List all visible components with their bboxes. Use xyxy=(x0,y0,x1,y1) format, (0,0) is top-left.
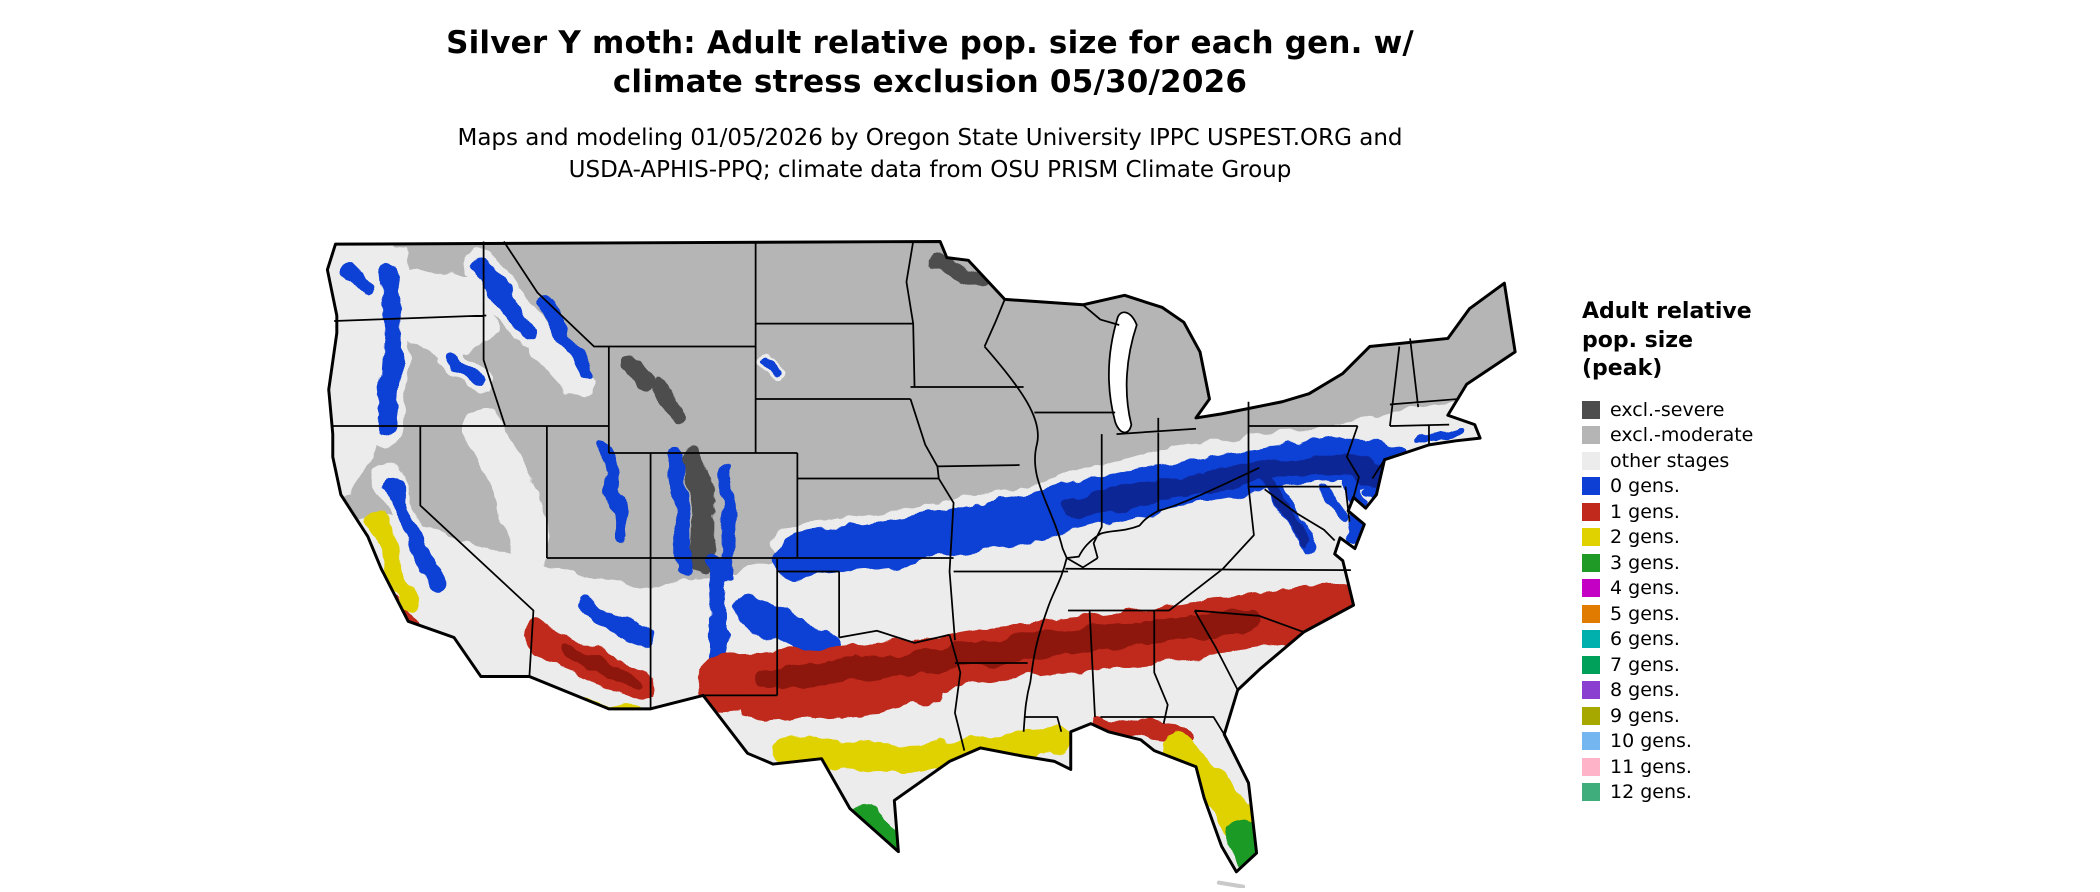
legend-swatch xyxy=(1582,426,1600,445)
legend-item: 4 gens. xyxy=(1582,575,1832,601)
florida-keys xyxy=(1216,880,1246,888)
legend-label: 5 gens. xyxy=(1610,602,1680,625)
legend-item: 9 gens. xyxy=(1582,703,1832,729)
legend-label: excl.-moderate xyxy=(1610,424,1754,447)
legend-item: 6 gens. xyxy=(1582,626,1832,652)
legend-item: excl.-severe xyxy=(1582,397,1832,423)
region-3-gens xyxy=(848,805,1268,872)
region-excl-severe xyxy=(620,252,992,576)
legend-label: 2 gens. xyxy=(1610,526,1680,549)
legend-item: 2 gens. xyxy=(1582,524,1832,550)
legend-swatch xyxy=(1582,528,1600,547)
legend-item: 12 gens. xyxy=(1582,779,1832,805)
legend-title: Adult relative pop. size (peak) xyxy=(1582,299,1752,382)
legend-item: 11 gens. xyxy=(1582,754,1832,780)
legend-label: 4 gens. xyxy=(1610,577,1680,600)
legend-label: 11 gens. xyxy=(1610,755,1692,778)
legend-item: excl.-moderate xyxy=(1582,422,1832,448)
legend-label: 8 gens. xyxy=(1610,679,1680,702)
legend-swatch xyxy=(1582,655,1600,674)
legend-item: 7 gens. xyxy=(1582,652,1832,678)
legend-label: 9 gens. xyxy=(1610,704,1680,727)
legend-label: excl.-severe xyxy=(1610,398,1725,421)
state-borders xyxy=(331,240,1458,751)
legend-label: 6 gens. xyxy=(1610,628,1680,651)
legend-swatch xyxy=(1582,630,1600,649)
us-map xyxy=(322,228,1534,888)
legend-swatch xyxy=(1582,579,1600,598)
legend-swatch xyxy=(1582,757,1600,776)
legend-item: 0 gens. xyxy=(1582,473,1832,499)
legend-swatch xyxy=(1582,732,1600,751)
legend-item: 5 gens. xyxy=(1582,601,1832,627)
map-subtitle: Maps and modeling 01/05/2026 by Oregon S… xyxy=(457,124,1403,183)
legend-label: 7 gens. xyxy=(1610,653,1680,676)
us-outline xyxy=(325,239,1517,874)
legend-swatch xyxy=(1582,400,1600,419)
legend-label: 0 gens. xyxy=(1610,475,1680,498)
legend-swatch xyxy=(1582,783,1600,802)
legend-label: 1 gens. xyxy=(1610,500,1680,523)
header: Silver Y moth: Adult relative pop. size … xyxy=(0,24,1860,186)
legend: Adult relative pop. size (peak) excl.-se… xyxy=(1582,298,1832,805)
map-title: Silver Y moth: Adult relative pop. size … xyxy=(446,25,1414,100)
legend-item: 10 gens. xyxy=(1582,728,1832,754)
legend-item: 3 gens. xyxy=(1582,550,1832,576)
legend-list: excl.-severe excl.-moderate other stages… xyxy=(1582,397,1832,805)
legend-swatch xyxy=(1582,553,1600,572)
legend-swatch xyxy=(1582,706,1600,725)
legend-swatch xyxy=(1582,604,1600,623)
legend-item: other stages xyxy=(1582,448,1832,474)
legend-label: 10 gens. xyxy=(1610,730,1692,753)
legend-label: 12 gens. xyxy=(1610,781,1692,804)
legend-label: other stages xyxy=(1610,449,1730,472)
legend-swatch xyxy=(1582,502,1600,521)
legend-label: 3 gens. xyxy=(1610,551,1680,574)
lake-michigan-icon xyxy=(1108,311,1138,434)
legend-item: 8 gens. xyxy=(1582,677,1832,703)
legend-swatch xyxy=(1582,681,1600,700)
us-map-svg xyxy=(325,239,1517,888)
legend-swatch xyxy=(1582,451,1600,470)
legend-swatch xyxy=(1582,477,1600,496)
legend-item: 1 gens. xyxy=(1582,499,1832,525)
